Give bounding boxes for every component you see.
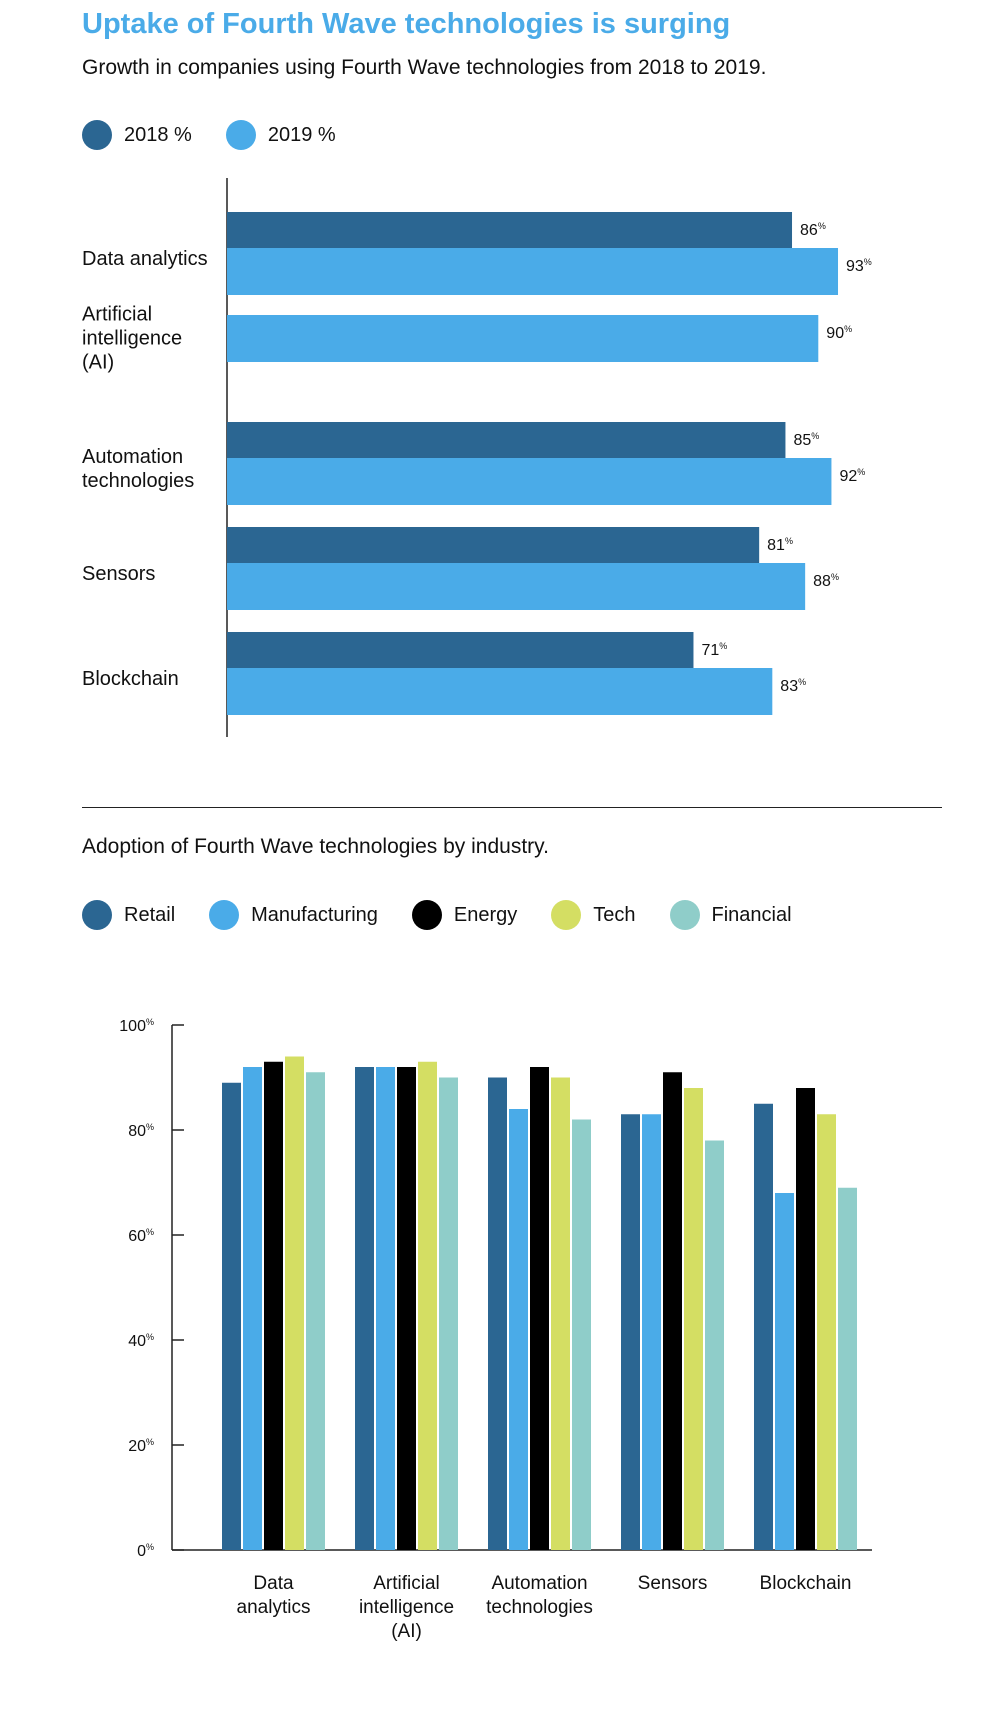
category-label-2: Automation technologies xyxy=(82,446,194,492)
bar-retail-2 xyxy=(488,1077,507,1550)
bar-financial-4 xyxy=(838,1187,857,1550)
y-tick-label-3: 60% xyxy=(128,1227,154,1245)
bar-energy-4 xyxy=(796,1088,815,1550)
y-tick-label-0: 0% xyxy=(137,1542,154,1560)
bar-tech-3 xyxy=(684,1088,703,1550)
legend-swatch-manufacturing xyxy=(209,900,240,930)
bar-retail-3 xyxy=(621,1114,640,1550)
bar-financial-0 xyxy=(306,1072,325,1550)
legend-item-tech: Tech xyxy=(551,900,636,930)
bar-financial-2 xyxy=(572,1119,591,1550)
bar-retail-4 xyxy=(754,1103,773,1550)
legend-item-2018: 2018 % xyxy=(82,120,192,150)
x-category-label-4: Blockchain xyxy=(760,1573,852,1594)
bar-2019-2 xyxy=(227,458,832,505)
legend-item-energy: Energy xyxy=(411,900,518,930)
bar-financial-1 xyxy=(439,1077,458,1550)
x-category-label-2: Automation technologies xyxy=(486,1573,593,1618)
y-tick-label-5: 100% xyxy=(119,1017,154,1035)
bar-2019-0 xyxy=(227,248,839,295)
bar-tech-4 xyxy=(817,1114,836,1550)
bar-energy-1 xyxy=(397,1067,416,1550)
section-divider xyxy=(82,807,942,808)
category-label-4: Blockchain xyxy=(82,668,179,690)
bar-manufacturing-2 xyxy=(509,1109,528,1550)
x-category-label-1: Artificial intelligence (AI) xyxy=(359,1573,454,1642)
y-tick-label-4: 80% xyxy=(128,1122,154,1140)
legend-label-manufacturing: Manufacturing xyxy=(251,903,378,926)
x-category-label-0: Data analytics xyxy=(237,1573,311,1618)
category-label-1: Artificial intelligence (AI) xyxy=(82,304,182,374)
legend-growth: 2018 % 2019 % xyxy=(82,120,370,150)
legend-item-retail: Retail xyxy=(82,900,175,930)
bar-2019-3 xyxy=(227,563,806,610)
legend-item-2019: 2019 % xyxy=(225,120,336,150)
legend-item-manufacturing: Manufacturing xyxy=(209,900,378,930)
y-tick-label-1: 20% xyxy=(128,1437,154,1455)
legend-swatch-2018 xyxy=(82,120,112,150)
category-label-3: Sensors xyxy=(82,563,155,585)
legend-swatch-tech xyxy=(551,900,582,930)
legend-swatch-retail xyxy=(82,900,112,930)
legend-label-retail: Retail xyxy=(124,903,176,926)
legend-label-2019: 2019 % xyxy=(267,123,336,146)
bar-manufacturing-0 xyxy=(243,1067,262,1550)
bar-2019-1 xyxy=(227,315,819,362)
legend-industry: Retail Manufacturing Energy Tech Financi… xyxy=(82,900,826,930)
bar-2019-4 xyxy=(227,668,773,715)
bar-energy-0 xyxy=(264,1061,283,1550)
bar-retail-1 xyxy=(355,1067,374,1550)
bar-financial-3 xyxy=(705,1140,724,1550)
legend-item-financial: Financial xyxy=(669,900,792,930)
bar-tech-0 xyxy=(285,1056,304,1550)
chart-title: Uptake of Fourth Wave technologies is su… xyxy=(82,8,731,40)
bar-tech-2 xyxy=(551,1077,570,1550)
x-category-label-3: Sensors xyxy=(638,1573,708,1594)
bar-tech-1 xyxy=(418,1061,437,1550)
industry-chart-subtitle: Adoption of Fourth Wave technologies by … xyxy=(82,835,549,858)
bar-manufacturing-1 xyxy=(376,1067,395,1550)
legend-swatch-2019 xyxy=(225,120,256,150)
legend-swatch-financial xyxy=(669,900,700,930)
legend-swatch-energy xyxy=(411,900,442,930)
legend-label-energy: Energy xyxy=(453,903,518,926)
legend-label-financial: Financial xyxy=(711,903,792,926)
y-tick-label-2: 40% xyxy=(128,1332,154,1350)
bar-manufacturing-4 xyxy=(775,1193,794,1550)
bar-retail-0 xyxy=(222,1082,241,1550)
bar-energy-2 xyxy=(530,1067,549,1550)
legend-label-tech: Tech xyxy=(593,903,636,926)
chart-subtitle: Growth in companies using Fourth Wave te… xyxy=(82,56,767,79)
bar-manufacturing-3 xyxy=(642,1114,661,1550)
category-label-0: Data analytics xyxy=(82,248,208,270)
legend-label-2018: 2018 % xyxy=(124,123,192,146)
bar-energy-3 xyxy=(663,1072,682,1550)
